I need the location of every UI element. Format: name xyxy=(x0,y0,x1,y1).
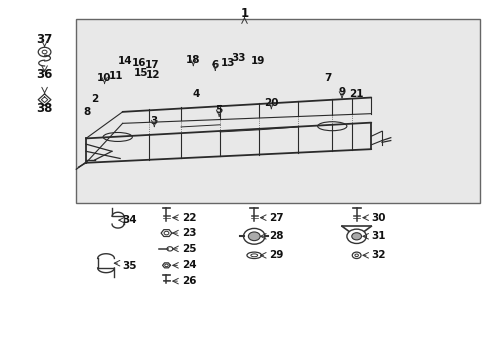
Text: 8: 8 xyxy=(83,107,90,117)
Text: 2: 2 xyxy=(91,94,98,104)
Text: 24: 24 xyxy=(182,260,197,270)
Text: 35: 35 xyxy=(122,261,137,271)
Text: 20: 20 xyxy=(264,98,278,108)
Text: 9: 9 xyxy=(338,87,345,97)
Text: 5: 5 xyxy=(215,105,223,116)
Text: 23: 23 xyxy=(182,228,197,238)
Circle shape xyxy=(248,232,260,240)
Text: 34: 34 xyxy=(122,215,137,225)
Text: 17: 17 xyxy=(144,60,159,70)
Text: 27: 27 xyxy=(268,213,283,222)
Text: 14: 14 xyxy=(118,56,132,66)
Text: 4: 4 xyxy=(192,89,199,99)
Text: 28: 28 xyxy=(268,231,283,241)
Text: 31: 31 xyxy=(370,231,385,241)
Text: 21: 21 xyxy=(349,89,363,99)
Text: 26: 26 xyxy=(182,276,197,286)
Text: 16: 16 xyxy=(131,58,145,68)
Text: 11: 11 xyxy=(108,71,123,81)
Text: 30: 30 xyxy=(370,213,385,222)
Text: 13: 13 xyxy=(221,58,235,68)
Text: 12: 12 xyxy=(146,69,160,80)
Text: 18: 18 xyxy=(185,55,200,65)
Text: 3: 3 xyxy=(150,116,158,126)
Text: 36: 36 xyxy=(36,68,53,81)
Text: 19: 19 xyxy=(250,56,264,66)
Circle shape xyxy=(351,233,361,240)
Text: 6: 6 xyxy=(211,59,219,69)
Text: 25: 25 xyxy=(182,244,197,254)
Bar xyxy=(76,19,479,203)
Text: 38: 38 xyxy=(36,102,53,115)
Text: 7: 7 xyxy=(324,73,331,83)
Text: 29: 29 xyxy=(268,250,283,260)
Text: 32: 32 xyxy=(370,250,385,260)
Text: 1: 1 xyxy=(240,8,248,21)
Text: 37: 37 xyxy=(37,32,53,46)
Text: 33: 33 xyxy=(231,53,245,63)
Text: 10: 10 xyxy=(97,73,112,83)
Text: 22: 22 xyxy=(182,213,197,222)
Text: 15: 15 xyxy=(133,68,147,78)
